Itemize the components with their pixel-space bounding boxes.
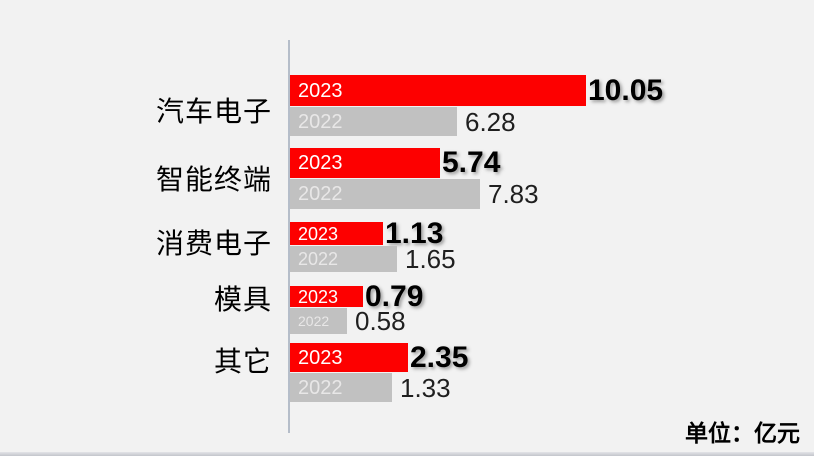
value-label-2023: 1.13: [385, 216, 444, 250]
bar-year-label-2022: 2022: [298, 183, 343, 205]
value-label-2023: 5.74: [442, 146, 501, 179]
bar-2023: 2023: [290, 222, 383, 245]
bar-2022: 2022: [290, 179, 480, 209]
value-label-2022: 6.28: [465, 106, 516, 137]
bar-year-label-2023: 2023: [298, 79, 343, 102]
bar-year-label-2022: 2022: [298, 110, 343, 133]
bar-year-label-2022: 2022: [298, 376, 343, 399]
bar-year-label-2022: 2022: [298, 313, 330, 329]
value-label-2022: 1.65: [405, 244, 456, 274]
value-label-2023: 2.35: [410, 340, 469, 374]
bar-year-label-2023: 2023: [298, 223, 339, 244]
bar-2022: 2022: [290, 107, 457, 136]
value-label-2022: 1.33: [400, 372, 451, 403]
bar-year-label-2023: 2023: [298, 286, 339, 307]
value-label-2023: 10.05: [588, 73, 664, 107]
bar-2023: 2023: [290, 148, 440, 178]
bar-2023: 2023: [290, 75, 586, 106]
bar-2022: 2022: [290, 373, 392, 402]
y-axis-line: [288, 40, 290, 433]
value-label-2022: 0.58: [355, 306, 406, 336]
bar-2022: 2022: [290, 308, 347, 334]
value-label-2023: 0.79: [365, 279, 424, 313]
bar-2022: 2022: [290, 246, 397, 272]
category-label: 消费电子: [155, 228, 272, 259]
bar-2023: 2023: [290, 343, 408, 372]
unit-label: 单位：亿元: [685, 420, 800, 446]
category-label: 汽车电子: [155, 96, 272, 127]
category-label: 智能终端: [155, 164, 272, 195]
bottom-edge: [0, 452, 814, 456]
bar-year-label-2023: 2023: [298, 346, 343, 369]
category-label: 模具: [213, 284, 272, 315]
bar-year-label-2022: 2022: [298, 249, 339, 269]
category-label: 其它: [213, 346, 272, 377]
value-label-2022: 7.83: [488, 179, 539, 209]
bar-year-label-2023: 2023: [298, 152, 343, 174]
bar-2023: 2023: [290, 286, 363, 307]
